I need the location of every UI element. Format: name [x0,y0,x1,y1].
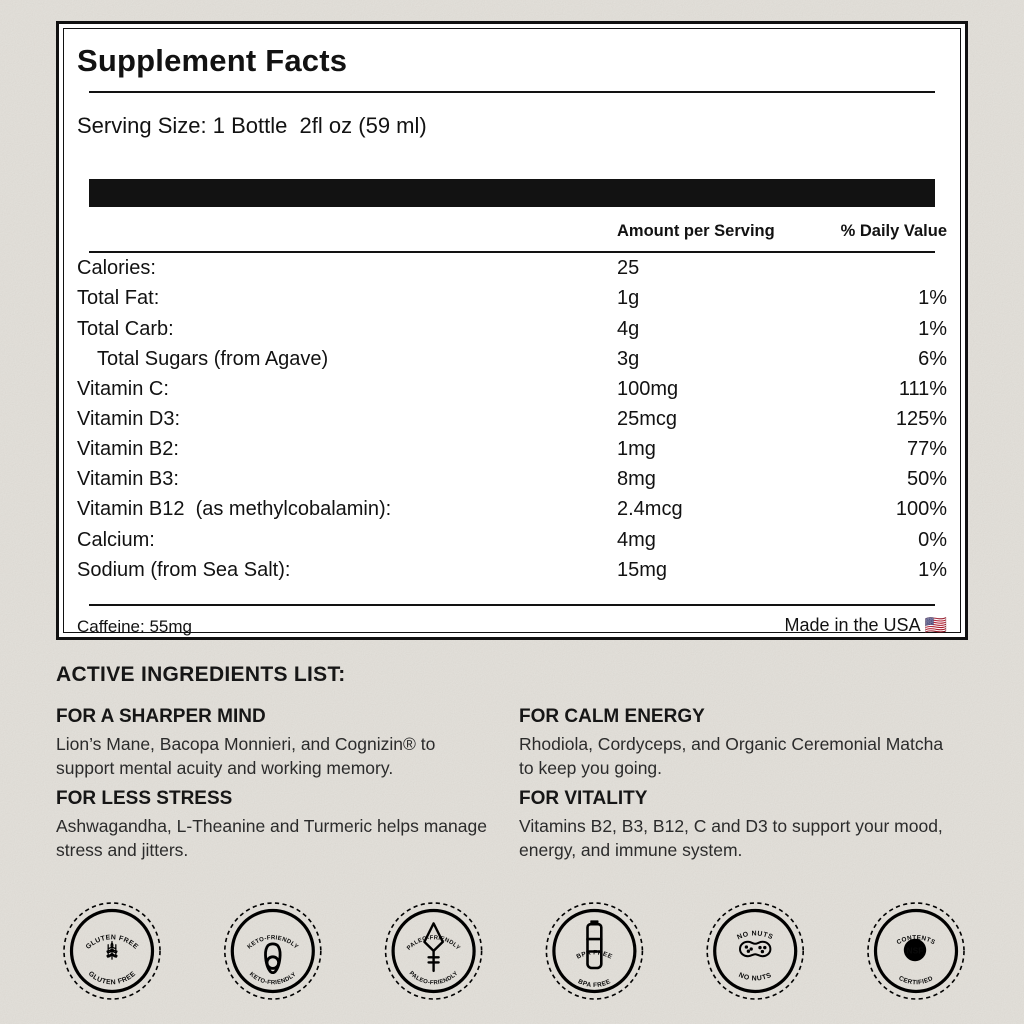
svg-text:PALEO-FRIENDLY: PALEO-FRIENDLY [408,971,460,987]
svg-text:BPA FREE: BPA FREE [577,978,613,989]
svg-text:CERTIFIED: CERTIFIED [897,975,934,986]
svg-text:PALEO-FRIENDLY: PALEO-FRIENDLY [406,935,461,951]
svg-text:NO NUTS: NO NUTS [736,930,774,941]
svg-text:NO NUTS: NO NUTS [737,972,773,983]
svg-text:GLUTEN FREE: GLUTEN FREE [87,970,138,986]
svg-text:NSF: NSF [906,946,923,956]
